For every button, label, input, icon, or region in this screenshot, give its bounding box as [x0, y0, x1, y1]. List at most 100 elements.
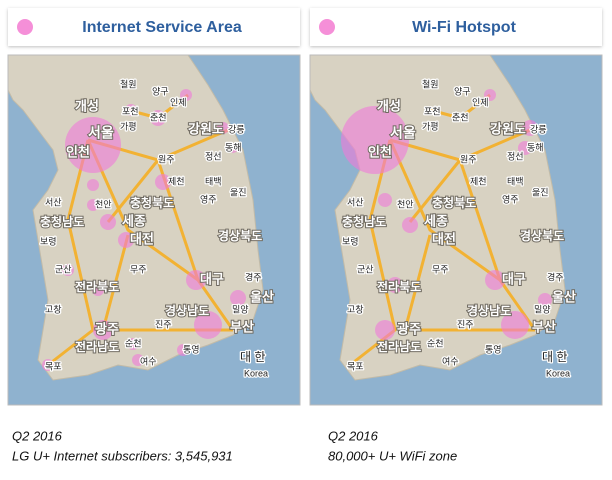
map-label: 군산 — [55, 264, 72, 274]
map-label: 경상남도 — [467, 303, 511, 318]
coverage-bubble — [341, 106, 409, 174]
map-label: 통영 — [485, 344, 502, 354]
legend-dot — [17, 19, 33, 35]
map-label: 목포 — [45, 361, 62, 371]
map-label: 충청남도 — [342, 214, 386, 229]
map-label: 강원도 — [188, 121, 224, 136]
coverage-bubble — [378, 193, 392, 207]
map-label: 원주 — [158, 154, 175, 164]
map-label: 진주 — [457, 319, 474, 329]
map-label: 보령 — [40, 235, 57, 246]
map-label: 밀양 — [232, 303, 249, 314]
map-label: 춘천 — [150, 112, 167, 122]
map-label: 대 한 — [240, 350, 265, 364]
map-label: Korea — [244, 368, 268, 378]
map-label: 동해 — [225, 142, 242, 152]
coverage-bubble — [228, 143, 238, 153]
coverage-bubble — [92, 284, 104, 296]
map-label: 목포 — [347, 361, 364, 371]
coverage-bubble — [100, 214, 116, 230]
map-label: 서산 — [45, 197, 62, 207]
coverage-bubble — [42, 359, 54, 371]
map-label: 인제 — [472, 97, 489, 107]
coverage-bubble — [518, 141, 532, 155]
map-label: 원주 — [460, 154, 477, 164]
map-label: 인제 — [170, 97, 187, 107]
map-label: 경상남도 — [165, 303, 209, 318]
map-label: 철원 — [422, 79, 439, 89]
map-label: 울산 — [250, 289, 274, 304]
map-label: 천안 — [397, 199, 414, 209]
coverage-bubble — [62, 264, 74, 276]
map-label: 천안 — [95, 199, 112, 209]
map-label: 서울 — [390, 125, 416, 141]
coverage-bubble — [485, 270, 505, 290]
coverage-bubble — [375, 320, 395, 340]
coverage-bubble — [522, 120, 538, 136]
map-label: 포천 — [424, 106, 441, 116]
map-label: 인천 — [368, 144, 392, 159]
map-label: 대구 — [502, 271, 526, 286]
coverage-bubble — [177, 344, 189, 356]
caption-text: LG U+ Internet subscribers: 3,545,931 — [12, 448, 233, 463]
map-label: 순천 — [427, 338, 444, 348]
map-label: 가평 — [120, 121, 137, 131]
map-label: 경주 — [245, 271, 262, 282]
map-label: 충청남도 — [40, 214, 84, 229]
road — [458, 159, 502, 281]
map-label: 경상북도 — [520, 228, 564, 243]
map-border — [309, 54, 603, 406]
coverage-bubble — [155, 174, 171, 190]
map-label: 영주 — [200, 194, 217, 204]
coverage-bubble — [180, 89, 192, 101]
map-label: 서산 — [347, 197, 364, 207]
map-label: 전라남도 — [75, 339, 119, 354]
map-label: 양구 — [454, 86, 471, 96]
road — [86, 139, 235, 331]
panel-header — [8, 8, 300, 46]
road — [101, 234, 130, 331]
map-label: 통영 — [183, 344, 200, 354]
map-label: 부산 — [230, 319, 254, 334]
map-label: 밀양 — [534, 303, 551, 314]
caption-text: 80,000+ U+ WiFi zone — [328, 448, 457, 463]
coverage-bubble — [125, 104, 137, 116]
coverage-bubble — [387, 277, 403, 293]
coverage-bubble — [217, 122, 229, 134]
map-label: 태백 — [205, 176, 222, 186]
map-label: 고창 — [347, 304, 364, 314]
map-label: 무주 — [432, 264, 449, 274]
map-label: 전라북도 — [75, 279, 119, 294]
map-label: 진주 — [155, 319, 172, 329]
map-label: 무주 — [130, 264, 147, 274]
map-label: 울진 — [532, 187, 549, 197]
map-label: 광주 — [397, 321, 421, 336]
coverage-bubble — [402, 217, 418, 233]
map-label: 충청북도 — [130, 195, 174, 210]
map-label: 태백 — [507, 176, 524, 186]
map-label: 울산 — [552, 289, 576, 304]
map-label: 개성 — [75, 98, 99, 113]
map-label: 세종 — [424, 213, 448, 228]
map-label: 울진 — [230, 187, 247, 197]
map-label: 강릉 — [228, 124, 245, 134]
road — [388, 139, 537, 331]
coverage-bubble — [484, 89, 496, 101]
map-label: 강원도 — [490, 121, 526, 136]
coverage-bubble — [186, 270, 206, 290]
panel-title: Wi-Fi Hotspot — [412, 19, 517, 36]
map-label: 영주 — [502, 194, 519, 204]
map-label: 충청북도 — [432, 195, 476, 210]
road — [429, 93, 491, 120]
map-label: 광주 — [95, 321, 119, 336]
road — [47, 139, 95, 367]
panel-title: Internet Service Area — [82, 19, 242, 36]
map-label: 철원 — [120, 79, 137, 89]
road — [403, 234, 432, 331]
coverage-bubble — [87, 179, 99, 191]
